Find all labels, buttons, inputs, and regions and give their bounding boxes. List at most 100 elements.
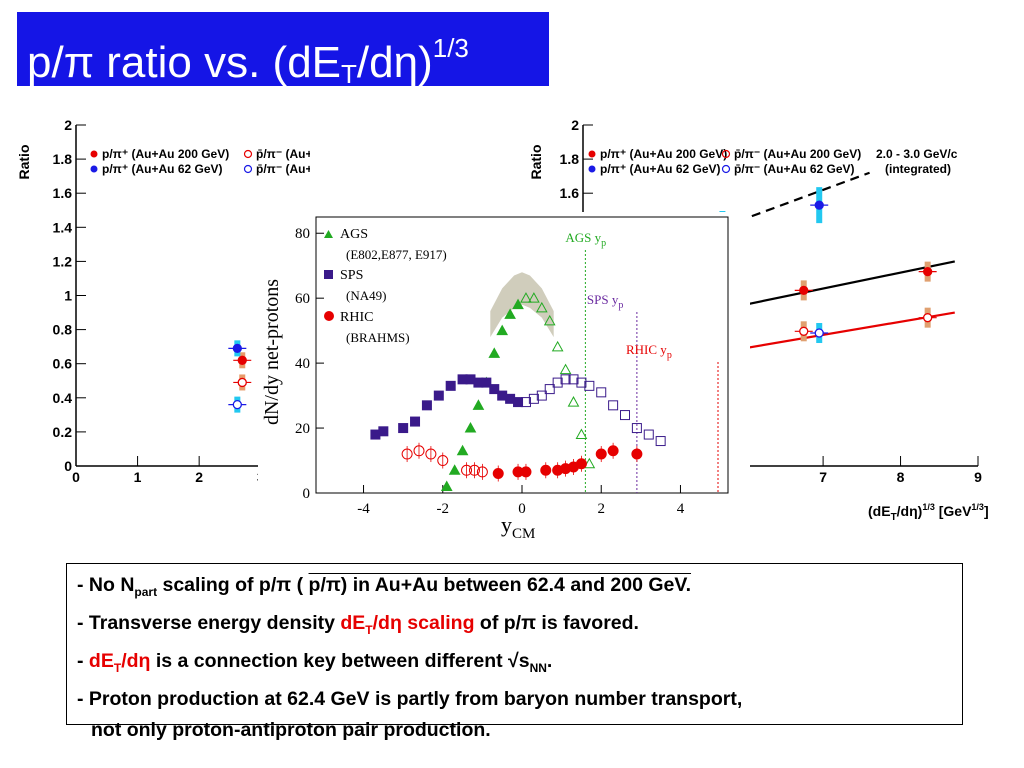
inset-ags-point	[472, 399, 485, 410]
inset-legend-rhic-exp: (BRAHMS)	[346, 330, 410, 345]
inset-sps-point	[481, 377, 492, 388]
inset-ags-point	[559, 363, 572, 375]
inset-sps-point	[513, 397, 524, 408]
inset-rhic-point	[461, 464, 473, 476]
inset-rhic-point	[468, 464, 480, 476]
right-ytick-label: 1.6	[560, 185, 580, 201]
inset-beam-label-ags: AGS yp	[565, 230, 606, 249]
inset-legend-ags: AGS	[340, 227, 368, 242]
inset-ags-point	[543, 314, 556, 326]
inset-ags-point	[488, 347, 501, 358]
left-ytick-label: 0.4	[53, 390, 73, 406]
inset-ags-point	[551, 340, 564, 352]
inset-xtick-label: 4	[677, 501, 685, 517]
right-ytick-label: 1.8	[560, 151, 580, 167]
inset-sps-point	[643, 429, 654, 440]
right-legend-a: p/π⁺ (Au+Au 200 GeV)	[600, 147, 727, 161]
inset-legend-ags-exp: (E802,E877, E917)	[346, 247, 447, 262]
inset-legend-sps: SPS	[340, 268, 363, 283]
inset-xtick-label: 0	[518, 501, 526, 517]
inset-sps-point	[520, 397, 531, 408]
inset-sps-point	[596, 387, 607, 398]
inset-sps-point	[631, 423, 642, 434]
inset-sps-point	[410, 416, 421, 427]
inset-sps-point	[421, 400, 432, 411]
inset-rhic-point	[476, 466, 488, 478]
inset-beam-label-rhic: RHIC yp	[626, 342, 672, 361]
left-ytick-label: 2	[64, 117, 72, 133]
inset-ytick-label: 40	[295, 356, 310, 372]
inset-rhic-point	[540, 464, 552, 476]
left-point	[237, 377, 247, 388]
left-ytick-label: 1.4	[53, 219, 73, 235]
inset-ytick-label: 80	[295, 226, 310, 242]
note-line-4: - Proton production at 62.4 GeV is partl…	[77, 687, 743, 710]
title-banner: p/π ratio vs. (dET/dη)1/3	[17, 12, 549, 89]
note-line-3: - dET/dη is a connection key between dif…	[77, 649, 553, 675]
right-ytick-label: 2	[571, 117, 579, 133]
inset-rhic-point	[520, 466, 532, 478]
left-ytick-label: 1.8	[53, 151, 73, 167]
inset-ylabel: dN/dy net-protons	[261, 279, 283, 425]
inset-ags-point	[448, 464, 461, 475]
inset-sps-point	[576, 377, 587, 388]
left-legend: p/π⁺ (Au+Au 200 GeV) p/π⁺ (Au+Au 62 GeV)…	[90, 147, 310, 176]
right-legend-e2: (integrated)	[885, 162, 951, 176]
inset-ytick-label: 60	[295, 291, 310, 307]
note-line-1: - No Npart scaling of p/π ( p/π) in Au+A…	[77, 574, 692, 599]
inset-ags-point	[535, 301, 548, 313]
note-line-2: - Transverse energy density dET/dη scali…	[77, 611, 639, 637]
left-chart: 00.20.40.60.811.21.41.61.820123 Ratio p/…	[16, 117, 310, 485]
inset-rhic-point	[401, 448, 413, 460]
inset-sps-point	[489, 384, 500, 395]
left-ytick-label: 0.6	[53, 356, 73, 372]
inset-xtick-label: -4	[357, 501, 370, 517]
left-ytick-label: 0.2	[53, 424, 73, 440]
inset-ags-point	[512, 298, 524, 310]
left-legend-b: p/π⁺ (Au+Au 62 GeV)	[102, 162, 223, 176]
inset-sps-point	[544, 384, 555, 395]
inset-sps-point	[568, 374, 579, 385]
inset-legend-sps-exp: (NA49)	[346, 288, 386, 303]
right-point	[799, 326, 809, 336]
inset-sps-point	[608, 400, 619, 411]
notes-box: - No Npart scaling of p/π ( p/π) in Au+A…	[66, 563, 963, 741]
inset-ags-point	[520, 292, 532, 303]
right-chart: 1.61.82456789 Ratio p/π⁺ (Au+Au 200 GeV)…	[528, 117, 989, 523]
page-title: p/π ratio vs. (dET/dη)1/3	[27, 33, 469, 89]
inset-sps-point	[445, 380, 456, 391]
right-xtick-label: 9	[974, 469, 982, 485]
left-ytick-label: 1.2	[53, 253, 73, 269]
inset-legend: AGS (E802,E877, E917) SPS (NA49) RHIC (B…	[324, 227, 447, 345]
right-point	[923, 266, 933, 277]
right-xtick-label: 8	[897, 469, 905, 485]
left-xtick-label: 2	[195, 469, 203, 485]
right-point	[799, 285, 809, 296]
note-line-5: not only proton-antiproton pair producti…	[91, 718, 491, 741]
right-xtick-label: 7	[819, 469, 827, 485]
inset-sps-point	[655, 436, 666, 447]
inset-rhic-point	[575, 458, 587, 470]
right-point	[814, 328, 824, 338]
left-xtick-label: 1	[134, 469, 142, 485]
left-point	[232, 399, 242, 410]
right-point	[814, 200, 824, 210]
inset-rhic-point	[631, 448, 643, 460]
inset-ytick-label: 20	[295, 421, 310, 437]
right-legend-b: p/π⁺ (Au+Au 62 GeV)	[600, 162, 721, 176]
inset-rhic-point	[595, 448, 607, 460]
right-legend-d: p̄/π⁻ (Au+Au 62 GeV)	[734, 162, 855, 176]
inset-ytick-label: 0	[303, 486, 311, 502]
inset-xtick-label: -2	[437, 501, 450, 517]
left-legend-a: p/π⁺ (Au+Au 200 GeV)	[102, 147, 229, 161]
inset-ags-point	[567, 396, 580, 407]
left-ytick-label: 0.8	[53, 322, 73, 338]
left-legend-d: p̄/π⁻ (Au+Au 62 GeV)	[256, 162, 310, 176]
left-xtick-label: 0	[72, 469, 80, 485]
inset-ags-point	[528, 292, 540, 303]
inset-rhic-point	[492, 468, 504, 480]
left-point	[232, 343, 242, 354]
inset-beam-label-sps: SPS yp	[587, 292, 623, 311]
right-ylabel: Ratio	[528, 145, 544, 180]
inset-ags-point	[575, 428, 588, 440]
